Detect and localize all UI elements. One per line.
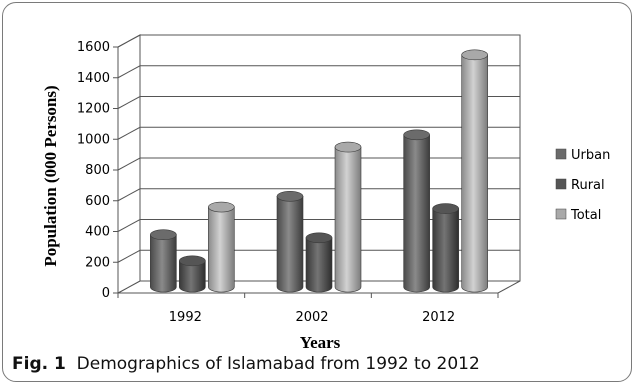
- legend-label-rural: Rural: [571, 178, 605, 193]
- y-tick-label: 1200: [77, 102, 110, 117]
- y-tick-label: 1000: [77, 132, 110, 147]
- x-axis-title: Years: [300, 333, 341, 352]
- legend-swatch-urban: [555, 148, 567, 160]
- bar-rural-2002: [305, 232, 333, 293]
- legend: Urban Rural Total: [555, 148, 610, 223]
- y-tick-label: 1400: [77, 71, 110, 86]
- legend-swatch-total: [555, 208, 567, 220]
- y-tick-label: 800: [85, 163, 110, 178]
- legend-label-urban: Urban: [571, 148, 610, 163]
- bar-total-1992: [208, 201, 235, 293]
- y-tick-label: 200: [85, 255, 110, 270]
- gridline: [117, 34, 520, 48]
- caption-label: Fig. 1: [12, 354, 66, 374]
- bar-urban-2012: [403, 129, 430, 293]
- y-tick-label: 400: [85, 225, 110, 240]
- gridline: [117, 188, 520, 202]
- x-tick-label: 2002: [295, 310, 328, 325]
- x-tick-label: 2012: [422, 310, 455, 325]
- bar-urban-1992: [150, 229, 177, 293]
- y-tick-label: 0: [102, 286, 110, 301]
- legend-label-total: Total: [570, 208, 601, 223]
- y-axis-title: Population (000 Persons): [41, 85, 60, 266]
- gridline: [117, 249, 520, 263]
- bars: [150, 49, 488, 293]
- x-axis-ticks: 1992 2002 2012: [117, 293, 499, 325]
- caption-text: Demographics of Islamabad from 1992 to 2…: [76, 354, 480, 374]
- gridline: [117, 157, 520, 171]
- gridline: [117, 219, 520, 232]
- y-tick-label: 600: [85, 194, 110, 209]
- gridline: [117, 126, 520, 140]
- gridline: [117, 65, 520, 79]
- bar-total-2002: [334, 141, 362, 293]
- legend-swatch-rural: [555, 178, 567, 190]
- bar-total-2012: [461, 49, 488, 293]
- y-axis-ticks: 0 200 400 600 800 1000 1200 1400 1600: [77, 34, 520, 301]
- x-tick-label: 1992: [169, 310, 202, 325]
- bar-rural-1992: [179, 255, 206, 293]
- y-tick-label: 1600: [77, 40, 110, 55]
- bar-urban-2002: [276, 190, 304, 293]
- bar-rural-2012: [432, 203, 459, 293]
- gridline: [117, 96, 520, 109]
- figure-caption: Fig. 1 Demographics of Islamabad from 19…: [12, 354, 480, 374]
